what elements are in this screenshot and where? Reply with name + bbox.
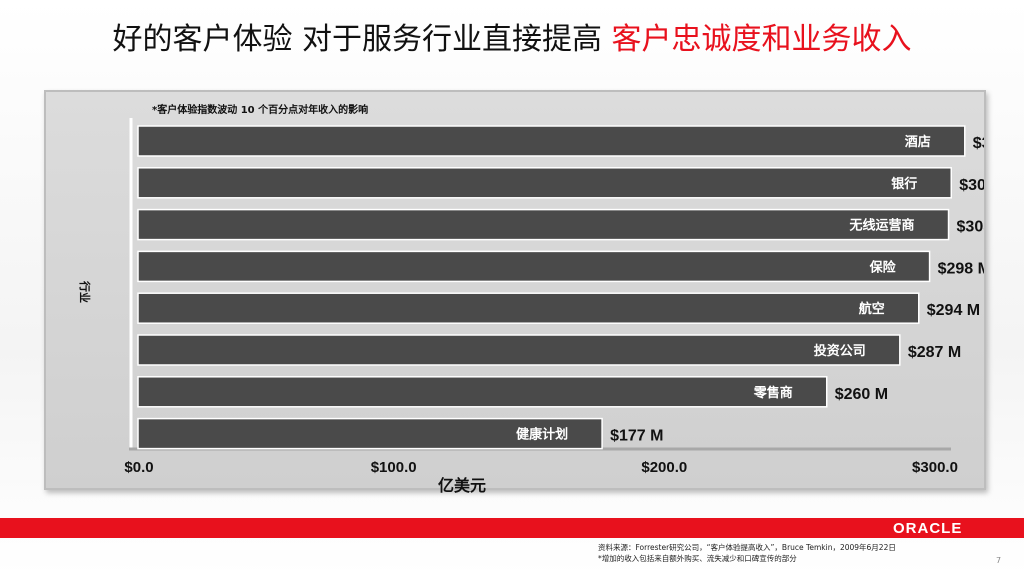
bar-chart: 酒店 $311 M 银行 $306 M 无线运营商 $305 M 保险 $298 M 航空 $29… — [124, 118, 984, 476]
bar-category-label: 航空 — [859, 301, 885, 317]
title-highlight: 客户忠诚度和业务收入 — [611, 22, 912, 57]
title-main: 好的客户体验 对于服务行业直接提高 — [112, 22, 612, 57]
bar — [137, 250, 931, 283]
bar-value-label: $306 M — [959, 177, 984, 194]
x-tick-label: $100.0 — [371, 459, 417, 476]
bar — [137, 334, 901, 366]
x-axis-label: 亿美元 — [438, 476, 487, 495]
bar — [137, 208, 950, 241]
bar-category-label: 酒店 — [905, 134, 931, 150]
bar-value-label: $305 M — [957, 219, 984, 236]
x-tick-label: $300.0 — [912, 459, 958, 476]
bar-value-label: $298 M — [938, 260, 984, 277]
bar-category-label: 无线运营商 — [849, 218, 915, 234]
chart-panel: *客户体验指数波动 10 个百分点对年收入的影响 行业 亿美元 酒店$311 M… — [44, 90, 986, 495]
bar-category-label: 零售商 — [753, 385, 793, 401]
bar-value-label: $294 M — [927, 302, 980, 319]
source-footnote: 资料来源：Forrester研究公司，“客户体验提高收入”，Bruce Temk… — [598, 543, 896, 552]
page-number: 7 — [996, 556, 1002, 565]
chart-note: *客户体验指数波动 10 个百分点对年收入的影响 — [152, 105, 369, 116]
revenue-footnote: *增加的收入包括来自额外购买、流失减少和口碑宣传的部分 — [598, 554, 797, 563]
bar-value-label: $177 M — [610, 428, 663, 445]
bar-category-label: 健康计划 — [516, 427, 568, 443]
bar — [137, 292, 920, 324]
bar-category-label: 保险 — [869, 259, 897, 275]
x-tick-label: $0.0 — [124, 459, 153, 476]
bar-value-label: $260 M — [835, 386, 888, 403]
bar-value-label: $287 M — [908, 344, 961, 361]
oracle-logo: ORACLE — [893, 520, 963, 537]
bar — [137, 376, 828, 408]
x-tick-label: $200.0 — [641, 459, 687, 476]
slide-title: 好的客户体验 对于服务行业直接提高 客户忠诚度和业务收入 — [0, 14, 1024, 58]
bar — [137, 417, 603, 450]
bar-value-label: $311 M — [973, 135, 984, 152]
bar — [137, 125, 966, 157]
brand-bar — [0, 518, 1024, 538]
bar-category-label: 银行 — [891, 176, 917, 192]
bar-category-label: 投资公司 — [814, 343, 866, 359]
bar — [137, 167, 952, 199]
